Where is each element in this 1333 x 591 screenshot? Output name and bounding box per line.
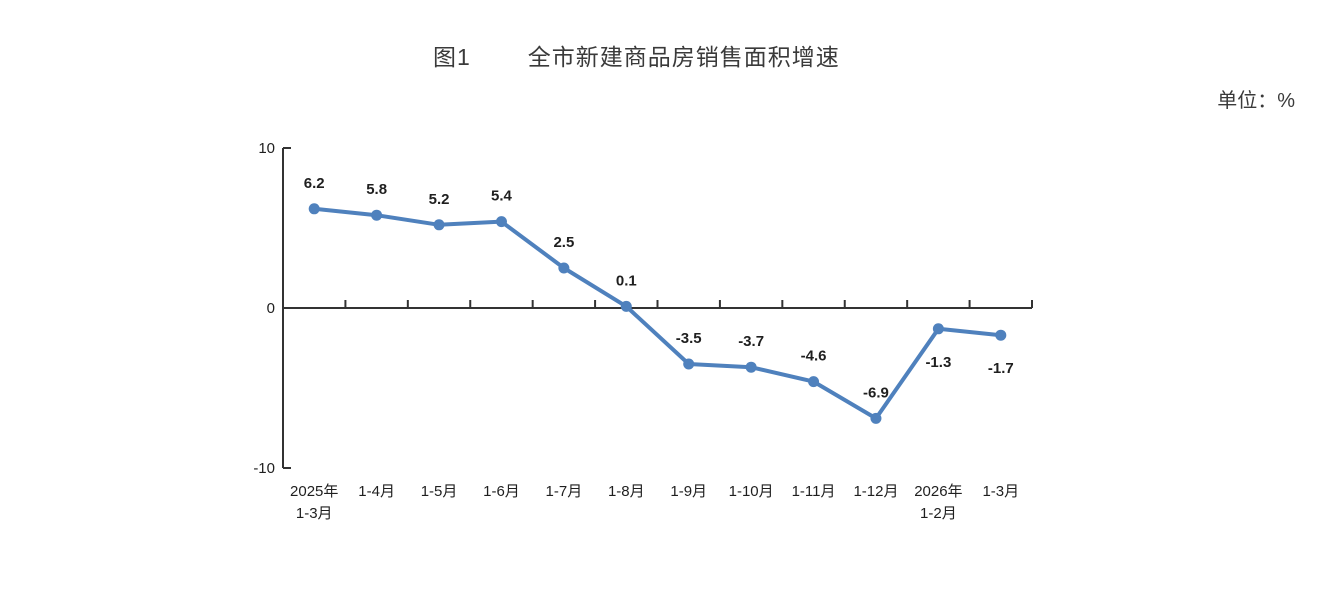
data-point bbox=[620, 300, 632, 312]
data-label: -1.3 bbox=[925, 354, 951, 371]
data-label: 0.1 bbox=[616, 272, 637, 289]
x-tick-label: 1-11月 bbox=[792, 483, 836, 500]
data-point bbox=[808, 376, 820, 388]
data-label: -6.9 bbox=[863, 384, 889, 401]
chart-title: 图1 全市新建商品房销售面积增速 bbox=[433, 38, 840, 72]
data-label: 6.2 bbox=[304, 175, 325, 192]
data-point bbox=[433, 219, 445, 231]
y-tick-label: -10 bbox=[253, 460, 275, 477]
data-label: 5.8 bbox=[366, 181, 387, 198]
data-label: -3.7 bbox=[738, 333, 764, 350]
x-tick-label: 1-3月 bbox=[296, 505, 333, 522]
x-tick-label: 1-3月 bbox=[982, 483, 1019, 500]
x-tick-label: 1-4月 bbox=[358, 483, 395, 500]
data-line bbox=[312, 206, 1003, 421]
x-tick-label: 1-7月 bbox=[546, 483, 583, 500]
data-point bbox=[870, 412, 882, 424]
data-point bbox=[932, 323, 944, 335]
data-label: -3.5 bbox=[676, 330, 702, 347]
x-tick-label: 1-12月 bbox=[853, 483, 898, 500]
data-point bbox=[745, 361, 757, 373]
x-tick-label: 1-10月 bbox=[729, 483, 774, 500]
figure-number: 图1 bbox=[433, 44, 471, 70]
data-label: -4.6 bbox=[801, 348, 827, 365]
x-tick-label: 1-8月 bbox=[608, 483, 645, 500]
x-tick-label: 2025年 bbox=[290, 483, 338, 500]
data-label: -1.7 bbox=[988, 360, 1014, 377]
data-point bbox=[495, 216, 507, 228]
data-point bbox=[558, 262, 570, 274]
data-label: 2.5 bbox=[553, 234, 574, 251]
data-label: 5.4 bbox=[491, 188, 513, 205]
data-point bbox=[371, 209, 383, 221]
x-tick-label: 2026年 bbox=[914, 483, 962, 500]
x-tick-label: 1-2月 bbox=[920, 505, 957, 522]
x-tick-label: 1-9月 bbox=[670, 483, 707, 500]
data-point bbox=[308, 203, 320, 215]
y-tick-label: 0 bbox=[267, 300, 275, 317]
chart-title-text: 全市新建商品房销售面积增速 bbox=[527, 44, 840, 70]
data-label: 5.2 bbox=[429, 191, 450, 208]
data-point bbox=[683, 358, 695, 370]
x-tick-label: 1-5月 bbox=[421, 483, 458, 500]
data-point bbox=[995, 329, 1007, 341]
unit-label: 单位：% bbox=[1217, 90, 1295, 112]
x-tick-label: 1-6月 bbox=[483, 483, 520, 500]
y-tick-label: 10 bbox=[258, 140, 275, 157]
